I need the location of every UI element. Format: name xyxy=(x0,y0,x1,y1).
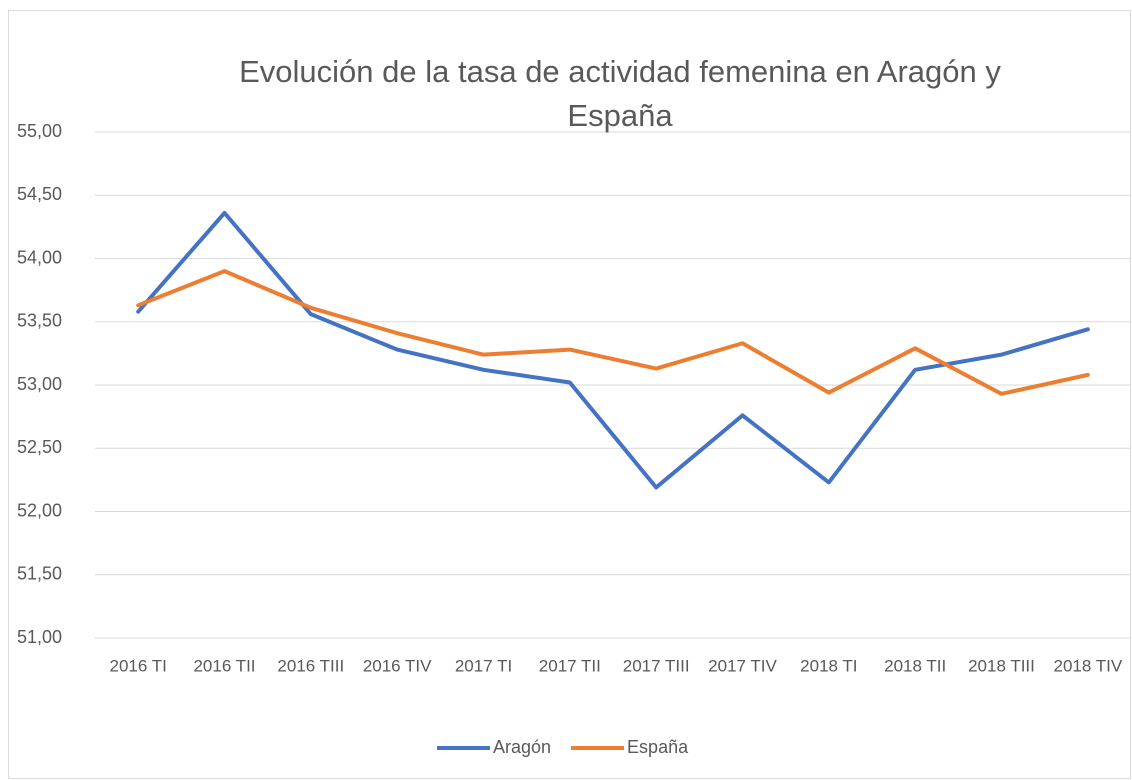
x-tick-label: 2016 TI xyxy=(109,656,166,675)
x-tick-label: 2017 TII xyxy=(539,656,601,675)
x-tick-label: 2018 TI xyxy=(800,656,857,675)
y-tick-label: 54,50 xyxy=(17,184,62,204)
y-tick-label: 52,50 xyxy=(17,437,62,457)
x-tick-label: 2017 TIII xyxy=(623,656,690,675)
legend-label: España xyxy=(627,737,689,757)
x-tick-label: 2017 TIV xyxy=(708,656,777,675)
legend-label: Aragón xyxy=(493,737,551,757)
x-tick-label: 2016 TIII xyxy=(277,656,344,675)
chart-frame xyxy=(8,10,1131,779)
x-tick-label: 2018 TII xyxy=(884,656,946,675)
y-tick-label: 55,00 xyxy=(17,121,62,141)
y-tick-label: 53,00 xyxy=(17,374,62,394)
x-tick-label: 2017 TI xyxy=(455,656,512,675)
y-tick-label: 51,50 xyxy=(17,564,62,584)
y-tick-label: 53,50 xyxy=(17,311,62,331)
x-tick-label: 2016 TII xyxy=(193,656,255,675)
data-line xyxy=(136,210,1090,490)
x-tick-label: 2018 TIV xyxy=(1053,656,1122,675)
y-tick-label: 52,00 xyxy=(17,500,62,520)
y-tick-label: 51,00 xyxy=(17,627,62,647)
x-tick-label: 2016 TIV xyxy=(363,656,432,675)
chart-title: Evolución de la tasa de actividad femeni… xyxy=(239,54,1001,133)
data-line xyxy=(136,269,1090,396)
x-tick-label: 2018 TIII xyxy=(968,656,1035,675)
y-tick-label: 54,00 xyxy=(17,247,62,267)
